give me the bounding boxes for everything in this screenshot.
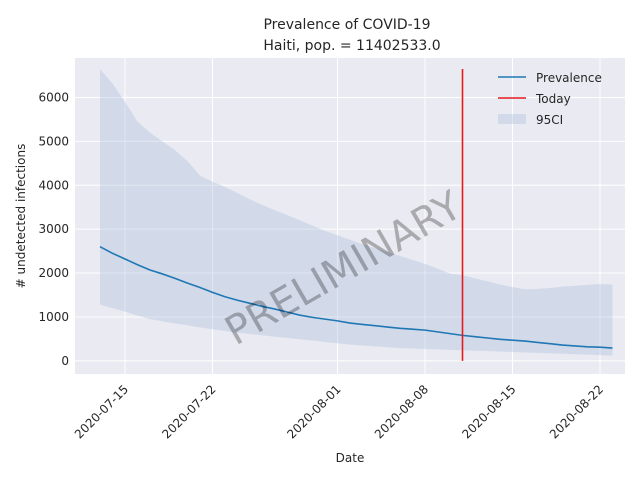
- legend-label-95ci: 95CI: [536, 113, 563, 127]
- x-tick-label: 2020-07-22: [159, 382, 218, 441]
- y-axis-ticks: 0 1000 2000 3000 4000 5000 6000: [38, 91, 69, 368]
- y-tick-label: 5000: [38, 134, 69, 148]
- x-tick-label: 2020-08-15: [459, 382, 518, 441]
- x-tick-label: 2020-07-15: [72, 382, 131, 441]
- ci-band-group: [100, 68, 613, 356]
- chart-subtitle: Haiti, pop. = 11402533.0: [263, 38, 440, 54]
- y-tick-label: 3000: [38, 222, 69, 236]
- ci-band: [100, 68, 613, 356]
- legend: Prevalence Today 95CI: [498, 71, 602, 127]
- y-tick-label: 2000: [38, 266, 69, 280]
- legend-label-prevalence: Prevalence: [536, 71, 602, 85]
- legend-swatch-95ci: [498, 114, 526, 124]
- y-tick-label: 1000: [38, 310, 69, 324]
- y-tick-label: 4000: [38, 178, 69, 192]
- legend-label-today: Today: [535, 92, 571, 106]
- x-axis-label: Date: [336, 451, 365, 465]
- y-tick-label: 0: [61, 354, 69, 368]
- x-tick-label: 2020-08-01: [284, 382, 343, 441]
- x-axis-ticks: 2020-07-15 2020-07-22 2020-08-01 2020-08-08…: [72, 382, 606, 441]
- x-tick-label: 2020-08-22: [547, 382, 606, 441]
- y-tick-label: 6000: [38, 91, 69, 105]
- y-axis-label: # undetected infections: [14, 144, 28, 289]
- x-tick-label: 2020-08-08: [372, 382, 431, 441]
- chart-title: Prevalence of COVID-19: [263, 17, 430, 33]
- prevalence-line: [99, 246, 613, 349]
- series-lines: [99, 68, 613, 361]
- plot-area: [75, 58, 625, 374]
